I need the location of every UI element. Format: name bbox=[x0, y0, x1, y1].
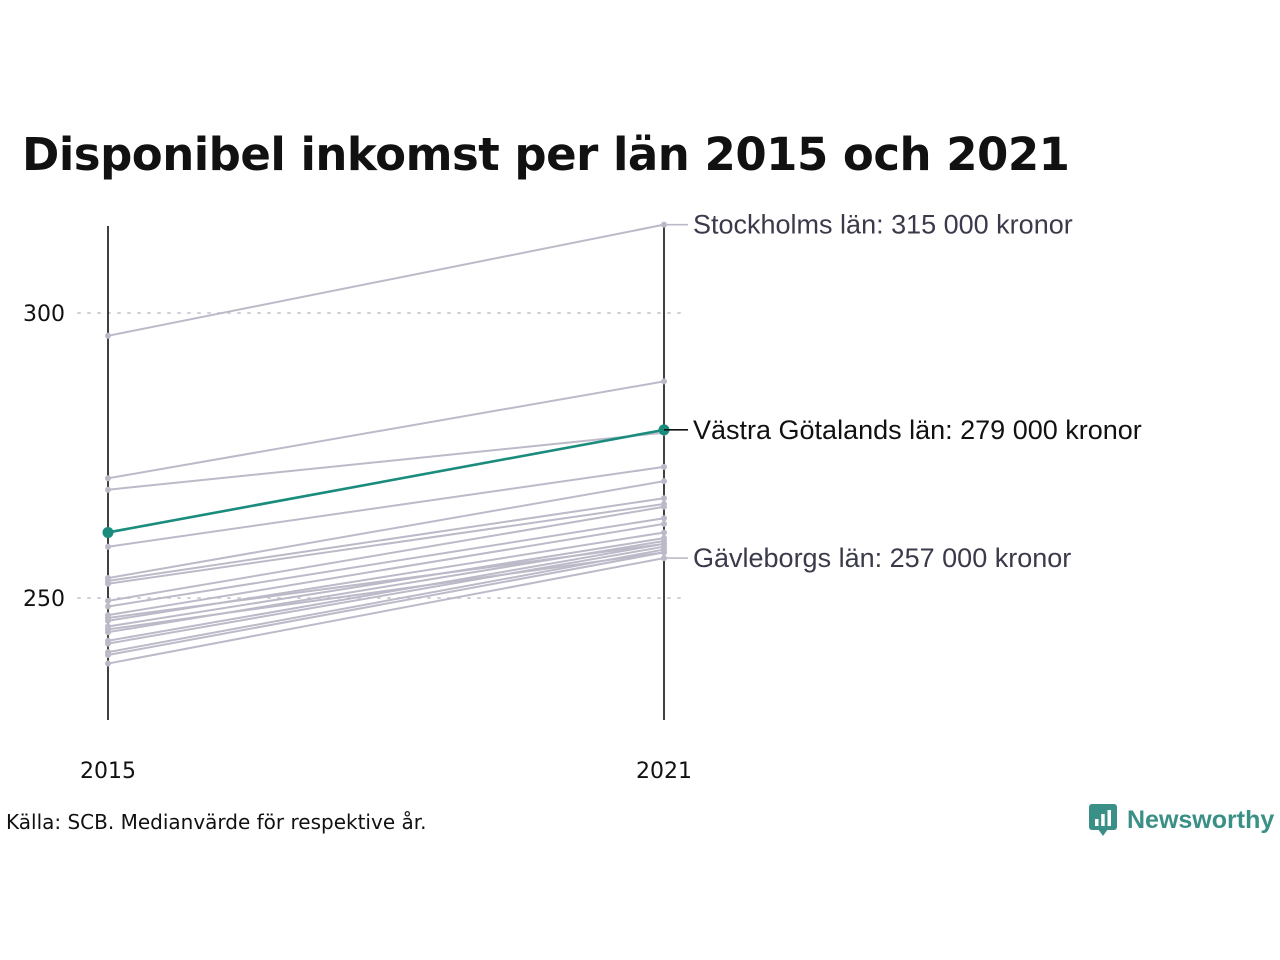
series-15 bbox=[105, 543, 667, 647]
series-4 bbox=[105, 463, 667, 550]
axis-layer: 250 300 2015 2021 bbox=[23, 226, 692, 784]
data-point bbox=[105, 580, 111, 587]
series-line bbox=[107, 428, 665, 534]
annotation-label: Gävleborgs län: 257 000 kronor bbox=[693, 543, 1071, 573]
series-line bbox=[107, 557, 665, 665]
series-2 bbox=[105, 429, 667, 493]
data-point bbox=[661, 515, 667, 522]
data-point bbox=[661, 495, 667, 502]
series-line bbox=[107, 551, 665, 656]
data-point bbox=[105, 640, 111, 647]
data-point bbox=[661, 478, 667, 485]
series-line bbox=[107, 502, 665, 585]
data-point bbox=[661, 529, 667, 536]
series-line bbox=[107, 517, 665, 608]
label-layer: Stockholms län: 315 000 kronor Västra Göt… bbox=[664, 210, 1142, 573]
data-point bbox=[105, 626, 111, 633]
series-line bbox=[107, 548, 665, 654]
series-line bbox=[107, 542, 665, 642]
chart-title: Disponibel inkomst per län 2015 och 2021 bbox=[22, 128, 1070, 181]
series-8 bbox=[105, 503, 667, 604]
x-tick-label: 2021 bbox=[636, 759, 692, 784]
series-5 bbox=[105, 478, 667, 582]
brand[interactable]: Newsworthy bbox=[1089, 802, 1274, 838]
series-line bbox=[107, 505, 665, 602]
line-layer bbox=[102, 221, 670, 667]
series-line bbox=[107, 480, 665, 580]
series-line bbox=[107, 551, 665, 631]
series-0 bbox=[105, 221, 667, 339]
series-line bbox=[107, 542, 665, 619]
data-point bbox=[661, 378, 667, 385]
newsworthy-logo-icon bbox=[1089, 804, 1117, 836]
y-tick-label: 250 bbox=[23, 587, 65, 612]
series-line bbox=[107, 465, 665, 548]
series-18 bbox=[105, 549, 667, 658]
series-19 bbox=[105, 549, 667, 633]
data-point bbox=[661, 540, 667, 547]
series-line bbox=[107, 545, 665, 645]
series-14 bbox=[105, 540, 667, 644]
data-point bbox=[105, 603, 111, 610]
grid-layer bbox=[77, 312, 685, 599]
x-tick-label: 2015 bbox=[80, 759, 136, 784]
series-17 bbox=[105, 540, 667, 621]
data-point bbox=[661, 549, 667, 556]
data-point bbox=[105, 614, 111, 621]
series-line bbox=[107, 497, 665, 582]
y-tick-label: 300 bbox=[23, 302, 65, 327]
data-point bbox=[661, 503, 667, 510]
data-point bbox=[105, 597, 111, 604]
series-line bbox=[107, 537, 665, 628]
series-1 bbox=[105, 378, 667, 482]
data-point bbox=[105, 543, 111, 550]
series-12 bbox=[105, 535, 667, 630]
series-line bbox=[107, 522, 665, 617]
data-point bbox=[105, 652, 111, 658]
data-point bbox=[102, 526, 114, 538]
series-9 bbox=[105, 515, 667, 610]
data-point bbox=[105, 475, 111, 482]
series-line bbox=[107, 380, 665, 480]
data-point bbox=[105, 332, 111, 339]
data-point bbox=[661, 463, 667, 470]
series-line bbox=[107, 223, 665, 337]
source-note: Källa: SCB. Medianvärde för respektive å… bbox=[6, 810, 427, 834]
series-6 bbox=[105, 495, 667, 584]
brand-name: Newsworthy bbox=[1127, 805, 1275, 834]
series-line bbox=[107, 431, 665, 491]
data-point bbox=[105, 660, 111, 667]
data-point bbox=[661, 520, 667, 527]
annotation-label: Stockholms län: 315 000 kronor bbox=[693, 210, 1073, 240]
data-point bbox=[105, 486, 111, 493]
series-3 bbox=[102, 424, 670, 538]
annotation-label: Västra Götalands län: 279 000 kronor bbox=[693, 415, 1142, 445]
